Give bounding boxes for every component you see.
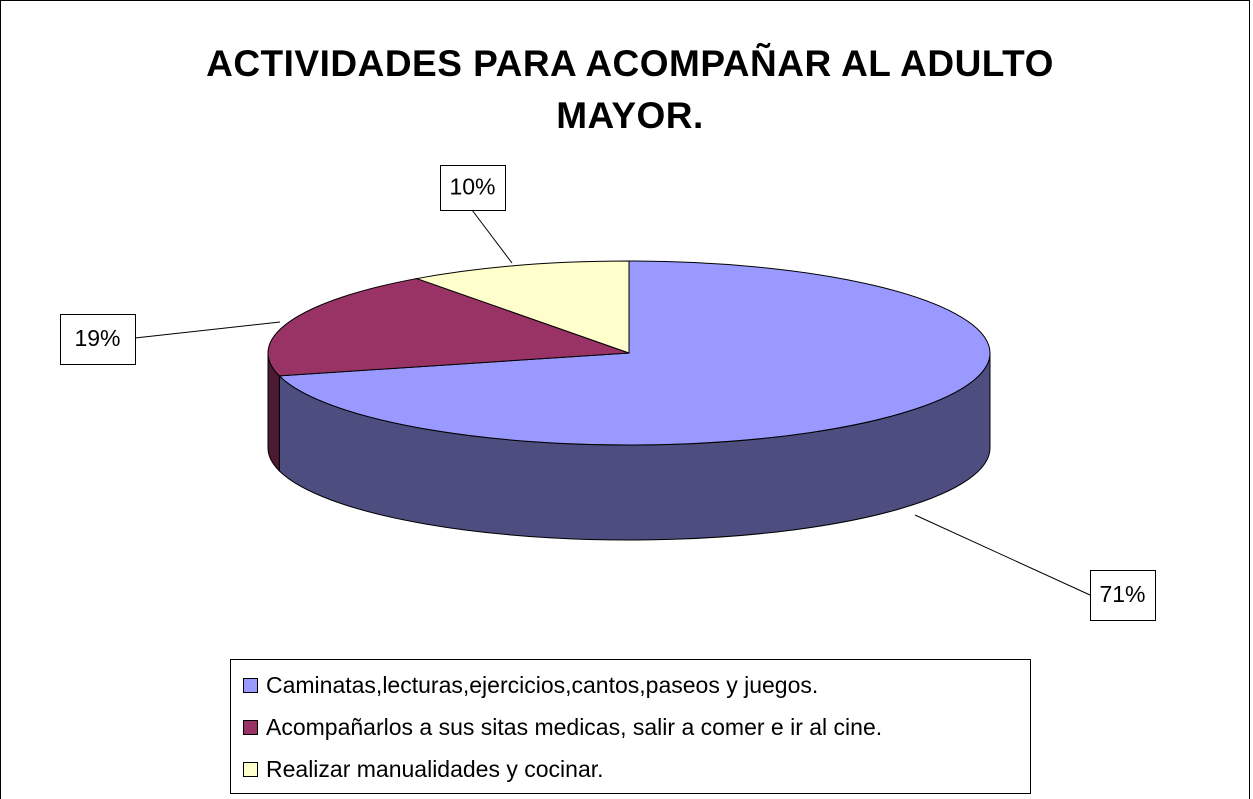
data-label: 71% [1099,581,1145,607]
pie-slice [267,278,630,377]
legend-swatch [243,720,258,735]
legend-box [230,659,1031,794]
legend-label: Realizar manualidades y cocinar. [266,756,604,782]
data-label-box [1090,570,1156,621]
data-labels: 71% 19% 10% [60,165,1156,621]
pie-slice [278,260,991,446]
leader-line [134,321,281,339]
data-label-box [440,165,506,211]
pie [267,260,991,541]
leader-line [471,209,513,264]
leader-line [914,514,1091,596]
pie-slice [414,260,630,354]
data-label-box [60,314,136,365]
legend-label: Caminatas,lecturas,ejercicios,cantos,pas… [266,672,818,698]
data-label: 10% [449,174,495,200]
legend-swatch [243,762,258,777]
legend-swatch [243,678,258,693]
legend: Caminatas,lecturas,ejercicios,cantos,pas… [243,672,882,782]
legend-label: Acompañarlos a sus sitas medicas, salir … [266,714,882,740]
data-label: 19% [74,325,120,351]
chart-title: ACTIVIDADES PARA ACOMPAÑAR AL ADULTO MAY… [206,43,1054,136]
